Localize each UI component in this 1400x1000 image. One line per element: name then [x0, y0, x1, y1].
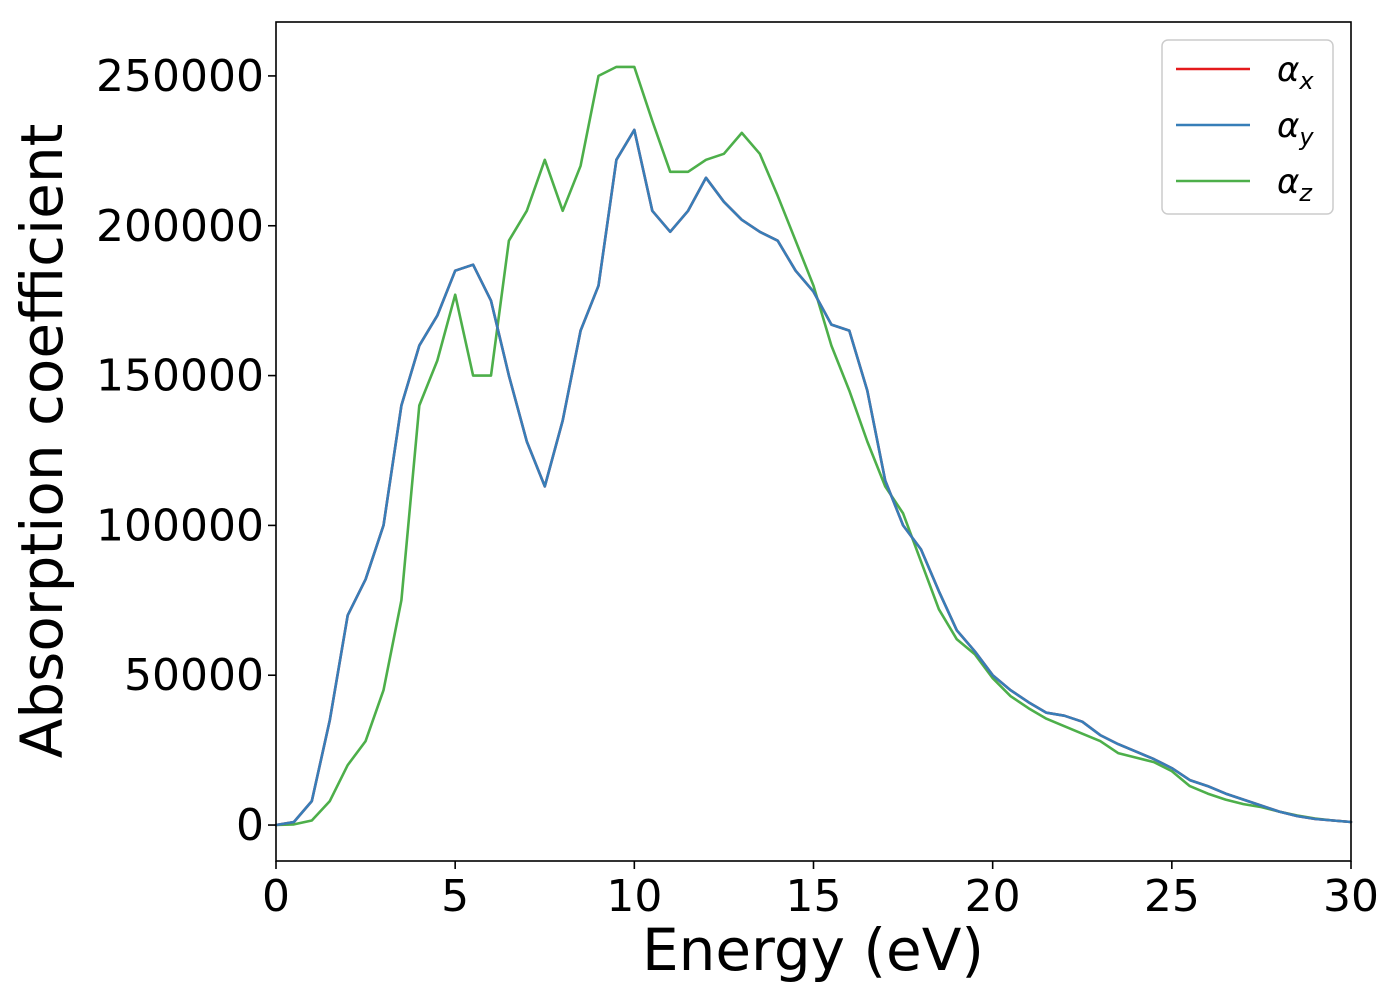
y-tick-label: 50000: [124, 650, 264, 701]
x-tick-label: 10: [606, 871, 662, 922]
y-tick-label: 200000: [96, 201, 264, 252]
series-line-z: [274, 65, 1353, 827]
x-axis-label: Energy (eV): [642, 916, 984, 984]
series-line-y: [274, 128, 1353, 827]
legend-subscript-z: z: [1298, 179, 1313, 207]
y-tick-label: 0: [236, 800, 264, 851]
y-tick-label: 150000: [96, 351, 264, 402]
series-line-x: [274, 128, 1353, 827]
legend-box: [1161, 39, 1334, 215]
x-tick-label: 25: [1144, 871, 1200, 922]
legend-subscript-x: x: [1298, 67, 1314, 95]
y-tick-label: 100000: [96, 500, 264, 551]
x-tick-label: 15: [786, 871, 842, 922]
x-axis-ticks: 0 5 10 15 20 25 30: [262, 861, 1379, 922]
x-tick-label: 0: [262, 871, 290, 922]
x-tick-label: 20: [965, 871, 1021, 922]
y-axis-ticks: 0 50000 100000 150000 200000 250000: [96, 51, 276, 851]
legend-subscript-y: y: [1298, 123, 1314, 151]
y-axis-label: Absorption coefficient: [8, 124, 76, 759]
x-tick-label: 30: [1323, 871, 1379, 922]
y-tick-label: 250000: [96, 51, 264, 102]
plot-lines: [274, 65, 1353, 827]
x-tick-label: 5: [441, 871, 469, 922]
